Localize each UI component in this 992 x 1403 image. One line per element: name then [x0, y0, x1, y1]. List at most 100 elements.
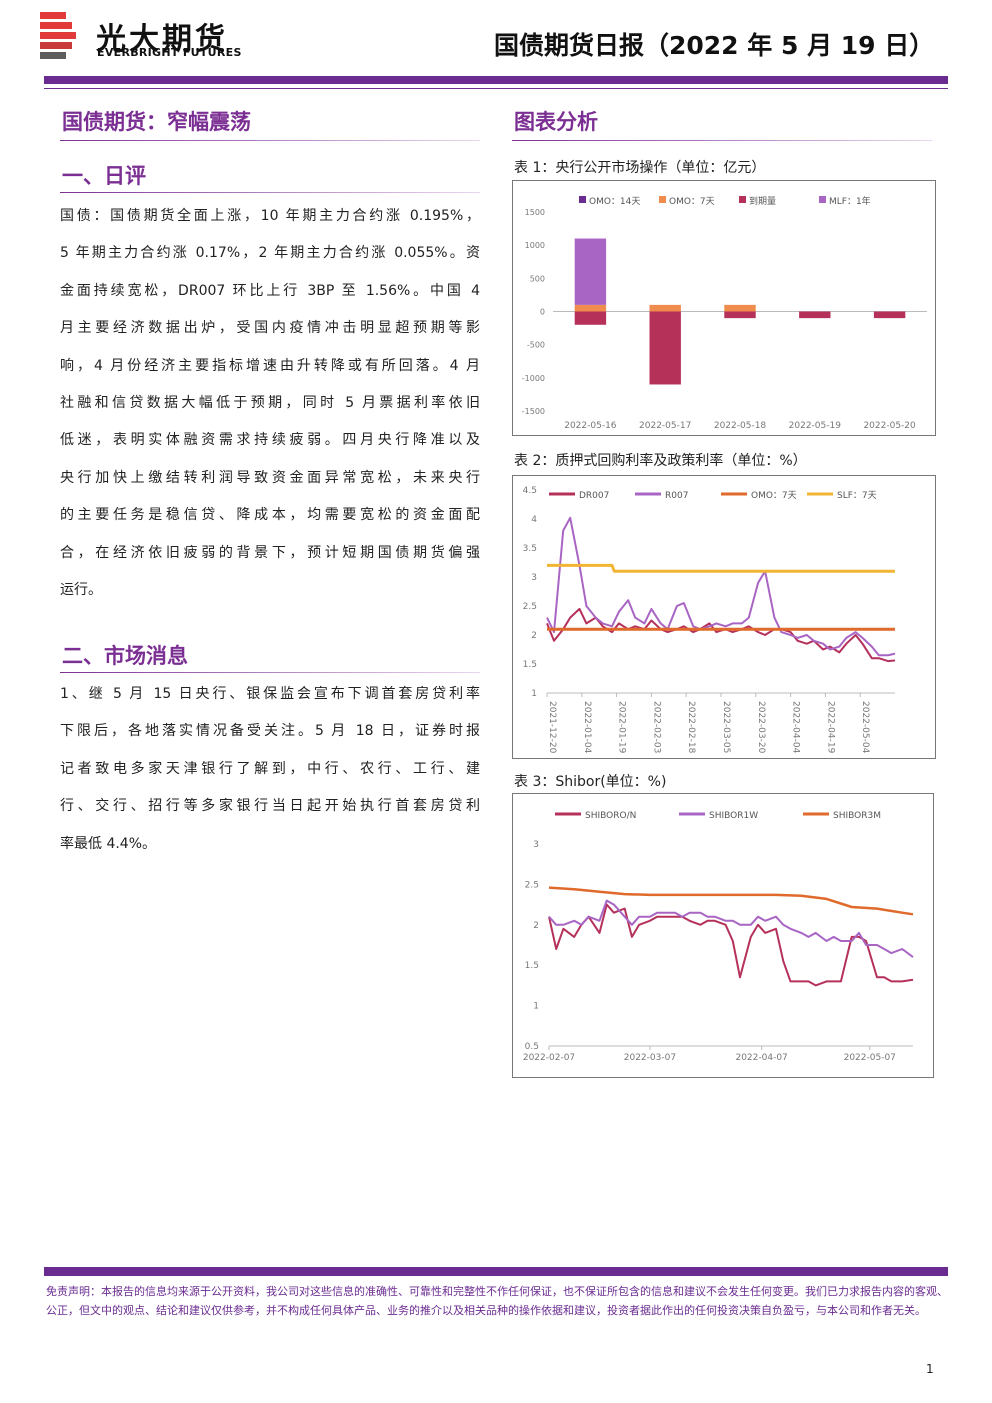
- x-tick-label: 2022-03-07: [624, 1053, 676, 1063]
- y-tick-label: 1.5: [523, 660, 537, 670]
- text-line: 国债：国债期货全面上涨，10 年期主力合约涨 0.195%，: [60, 208, 480, 224]
- series-line: [546, 516, 896, 657]
- brand-name-cn: 光大期货: [96, 22, 228, 57]
- legend-label: SHIBOR3M: [833, 811, 881, 821]
- text-line: 率最低 4.4%。: [60, 835, 157, 852]
- text-line: 记者致电多家天津银行了解到，中行、农行、工行、建: [60, 760, 480, 777]
- bar: [799, 311, 831, 319]
- main-title-underline: [60, 140, 480, 141]
- x-tick-label: 2022-04-07: [735, 1053, 787, 1063]
- legend-label: SLF：7天: [837, 491, 877, 501]
- header-divider-line: [44, 88, 948, 89]
- legend-swatch: [659, 196, 666, 203]
- y-tick-label: 3: [533, 840, 539, 850]
- x-tick-label: 2022-01-19: [617, 701, 627, 754]
- y-tick-label: 1: [533, 1002, 539, 1012]
- x-tick-label: 2022-05-18: [714, 421, 767, 431]
- y-tick-label: 3.5: [523, 544, 537, 554]
- legend-label: SHIBORO/N: [585, 811, 636, 821]
- text-line: 金面持续宽松，DR007 环比上行 3BP 至 1.56%。中国 4: [60, 282, 480, 299]
- bar: [649, 311, 681, 385]
- everbright-logo: [40, 12, 76, 59]
- chart-analysis-underline: [512, 140, 932, 141]
- y-tick-label: 0.5: [525, 1042, 539, 1052]
- chart-shibor-caption: 表 3：Shibor(单位：%): [514, 774, 667, 790]
- daily-review-paragraph: 国债：国债期货全面上涨，10 年期主力合约涨 0.195%， 5 年期主力合约涨…: [60, 198, 480, 609]
- text-line: 低迷，表明实体融资需求持续疲弱。四月央行降准以及: [60, 432, 480, 449]
- x-tick-label: 2022-02-03: [651, 701, 661, 753]
- text-line: 下限后，各地落实情况备受关注。5 月 18 日，证券时报: [60, 723, 480, 740]
- x-tick-label: 2022-05-19: [789, 421, 842, 431]
- bar: [574, 238, 607, 305]
- x-tick-label: 2022-02-07: [523, 1053, 575, 1063]
- legend-label: OMO：7天: [669, 197, 715, 207]
- bar: [724, 311, 756, 319]
- main-title: 国债期货：窄幅震荡: [62, 110, 251, 134]
- x-tick-label: 2022-05-07: [844, 1053, 896, 1063]
- bar: [649, 304, 681, 312]
- y-tick-label: 2: [531, 631, 537, 641]
- y-tick-label: 1.5: [525, 961, 539, 971]
- x-tick-label: 2022-05-16: [564, 421, 617, 431]
- legend-label: 到期量: [749, 195, 776, 207]
- legend-label: SHIBOR1W: [709, 811, 758, 821]
- bar: [873, 311, 906, 319]
- legend-label: DR007: [579, 491, 609, 501]
- y-tick-label: 2: [533, 921, 539, 931]
- text-line: 社融和信贷数据大幅低于预期，同时 5 月票据利率依旧: [60, 394, 480, 411]
- legend-swatch: [579, 196, 586, 203]
- y-tick-label: -1000: [522, 374, 545, 383]
- market-news-paragraph: 1、继 5 月 15 日央行、银保监会宣布下调首套房贷利率 下限后，各地落实情况…: [60, 676, 480, 863]
- y-tick-label: 3: [531, 573, 537, 583]
- y-tick-label: 4: [531, 515, 537, 525]
- chart-repo-caption: 表 2：质押式回购利率及政策利率（单位：%）: [514, 453, 807, 469]
- series-line: [547, 563, 895, 573]
- y-tick-label: 2.5: [525, 880, 539, 890]
- bar: [574, 311, 607, 325]
- legend-swatch: [819, 196, 826, 203]
- section-daily-review-underline: [60, 192, 480, 193]
- y-tick-label: -1500: [522, 407, 545, 416]
- section-market-news-underline: [60, 672, 480, 673]
- chart-omo-frame: 1500 1000 500 0 -500 -1000 -1500 2022-05-16 2022…: [512, 180, 936, 436]
- y-tick-label: 1500: [525, 208, 545, 217]
- chart-repo-rates: 4.5 4 3.5 3 2.5 2 1.5 1 2021-12-20 2022-01-04 2022…: [523, 486, 896, 754]
- chart-omo-caption: 表 1：央行公开市场操作（单位：亿元）: [514, 160, 766, 176]
- series-line: [546, 607, 896, 663]
- header-divider-bar: [44, 76, 948, 84]
- y-tick-label: 1: [531, 689, 537, 699]
- bar: [574, 304, 607, 312]
- x-tick-label: 2021-12-20: [547, 701, 557, 754]
- series-line: [548, 899, 914, 958]
- text-line: 月主要经济数据出炉，受国内疫情冲击明显超预期等影: [60, 320, 480, 337]
- text-line: 运行。: [60, 581, 102, 598]
- legend-label: MLF：1年: [829, 195, 871, 207]
- legend-label: R007: [665, 491, 688, 501]
- x-tick-label: 2022-04-04: [791, 701, 801, 754]
- text-line: 1、继 5 月 15 日央行、银保监会宣布下调首套房贷利率: [60, 686, 480, 702]
- footer-divider-bar: [44, 1267, 948, 1276]
- x-tick-label: 2022-01-04: [582, 701, 592, 754]
- legend-label: OMO：7天: [751, 491, 797, 501]
- x-tick-label: 2022-03-05: [721, 701, 731, 753]
- y-tick-label: -500: [527, 341, 545, 350]
- y-tick-label: 4.5: [523, 486, 537, 496]
- x-tick-label: 2022-05-17: [639, 421, 691, 431]
- legend-swatch: [739, 196, 746, 203]
- chart-repo-frame: 4.5 4 3.5 3 2.5 2 1.5 1 2021-12-20 2022-01-04 2022…: [512, 475, 936, 759]
- section-market-news-heading: 二、市场消息: [62, 644, 188, 668]
- legend-label: OMO：14天: [589, 197, 640, 207]
- x-tick-label: 2022-05-04: [860, 701, 870, 754]
- text-line: 响，4 月份经济主要指标增速由升转降或有所回落。4 月: [60, 357, 480, 374]
- y-tick-label: 500: [530, 274, 545, 283]
- x-tick-label: 2022-05-20: [863, 421, 916, 431]
- section-daily-review-heading: 一、日评: [62, 164, 146, 188]
- y-tick-label: 1000: [525, 241, 545, 250]
- chart-omo-operations: 1500 1000 500 0 -500 -1000 -1500 2022-05-16 2022…: [522, 195, 927, 431]
- text-line: 合，在经济依旧疲弱的背景下，预计短期国债期货偏强: [60, 544, 480, 561]
- page-number: 1: [926, 1362, 934, 1376]
- x-tick-label: 2022-03-20: [756, 701, 766, 754]
- y-tick-label: 2.5: [523, 602, 537, 612]
- series-line: [548, 903, 914, 987]
